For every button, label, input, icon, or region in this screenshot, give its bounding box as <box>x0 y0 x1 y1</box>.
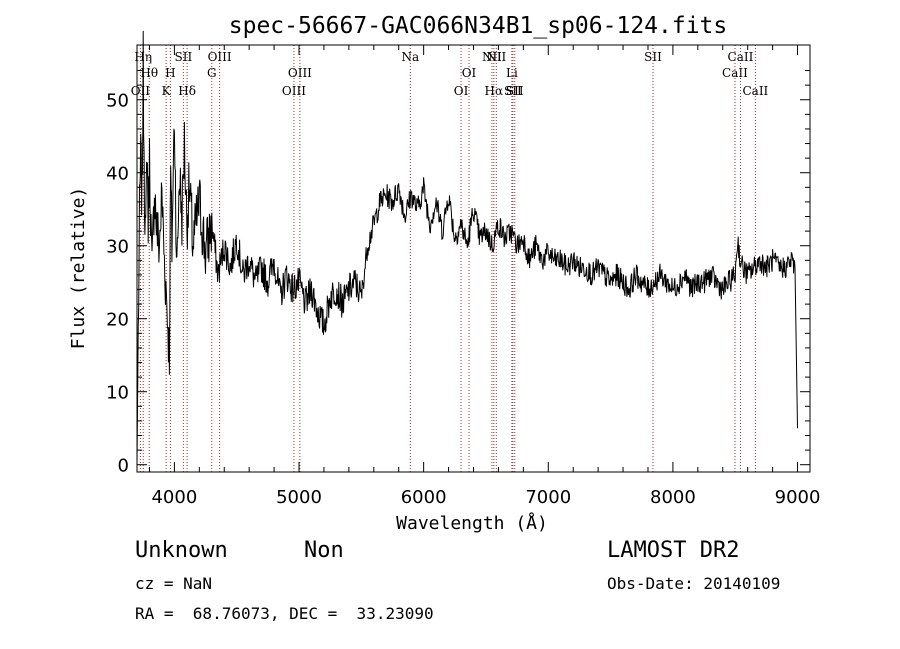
marker-label-16: NII <box>486 50 506 64</box>
marker-label-5: SII <box>175 50 193 64</box>
marker-label-15: Hα <box>485 84 504 98</box>
marker-label-12: OI <box>454 84 469 98</box>
x-axis-label: Wavelength (Å) <box>396 512 548 534</box>
x-tick-label: 5000 <box>276 487 322 508</box>
marker-label-20: SII <box>644 50 662 64</box>
obs-date: Obs-Date: 20140109 <box>607 574 781 593</box>
y-tick-label: 40 <box>106 164 129 185</box>
y-axis-label: Flux (relative) <box>68 187 89 350</box>
marker-label-22: CaII <box>728 50 754 64</box>
marker-label-4: H <box>165 66 175 80</box>
y-tick-label: 0 <box>118 456 129 477</box>
marker-label-23: CaII <box>742 84 768 98</box>
x-axis: 4000 5000 6000 7000 8000 9000 <box>148 45 821 508</box>
marker-label-21: CaII <box>722 66 748 80</box>
chart-title: spec-56667-GAC066N34B1_sp06-124.fits <box>229 13 728 39</box>
marker-label-14: NII <box>482 50 502 64</box>
y-tick-label: 30 <box>106 237 129 258</box>
marker-label-9: OIII <box>282 84 306 98</box>
y-axis: 0 10 20 30 40 50 <box>106 70 810 477</box>
x-tick-label: 7000 <box>525 487 571 508</box>
coordinates: RA = 68.76073, DEC = 33.23090 <box>135 604 434 623</box>
y-tick-label: 20 <box>106 310 129 331</box>
spectral-line-markers: OIIHηHθKHSIIHδGOIIIOIIIOIIINaOIOINIIHαNI… <box>131 45 769 472</box>
object-class: Unknown <box>135 538 228 563</box>
spectrum-series <box>136 30 798 465</box>
marker-label-7: G <box>207 66 217 80</box>
object-subclass: Non <box>304 538 344 563</box>
marker-label-8: OIII <box>208 50 232 64</box>
marker-label-2: Hθ <box>140 66 158 80</box>
marker-label-0: OII <box>131 84 151 98</box>
marker-label-11: Na <box>401 50 419 64</box>
marker-label-10: OIII <box>288 66 312 80</box>
spectrum-line <box>136 30 798 465</box>
marker-label-13: OI <box>462 66 477 80</box>
marker-label-18: SII <box>504 84 522 98</box>
x-tick-label: 6000 <box>401 487 447 508</box>
x-tick-label: 4000 <box>151 487 197 508</box>
marker-label-3: K <box>162 84 172 98</box>
marker-label-19: SII <box>506 84 524 98</box>
x-tick-label: 9000 <box>775 487 821 508</box>
survey-name: LAMOST DR2 <box>607 538 740 563</box>
marker-label-17: Li <box>506 66 518 80</box>
x-tick-label: 8000 <box>650 487 696 508</box>
y-tick-label: 50 <box>106 91 129 112</box>
marker-label-6: Hδ <box>178 84 196 98</box>
y-tick-label: 10 <box>106 383 129 404</box>
redshift-readout: cz = NaN <box>135 574 213 593</box>
